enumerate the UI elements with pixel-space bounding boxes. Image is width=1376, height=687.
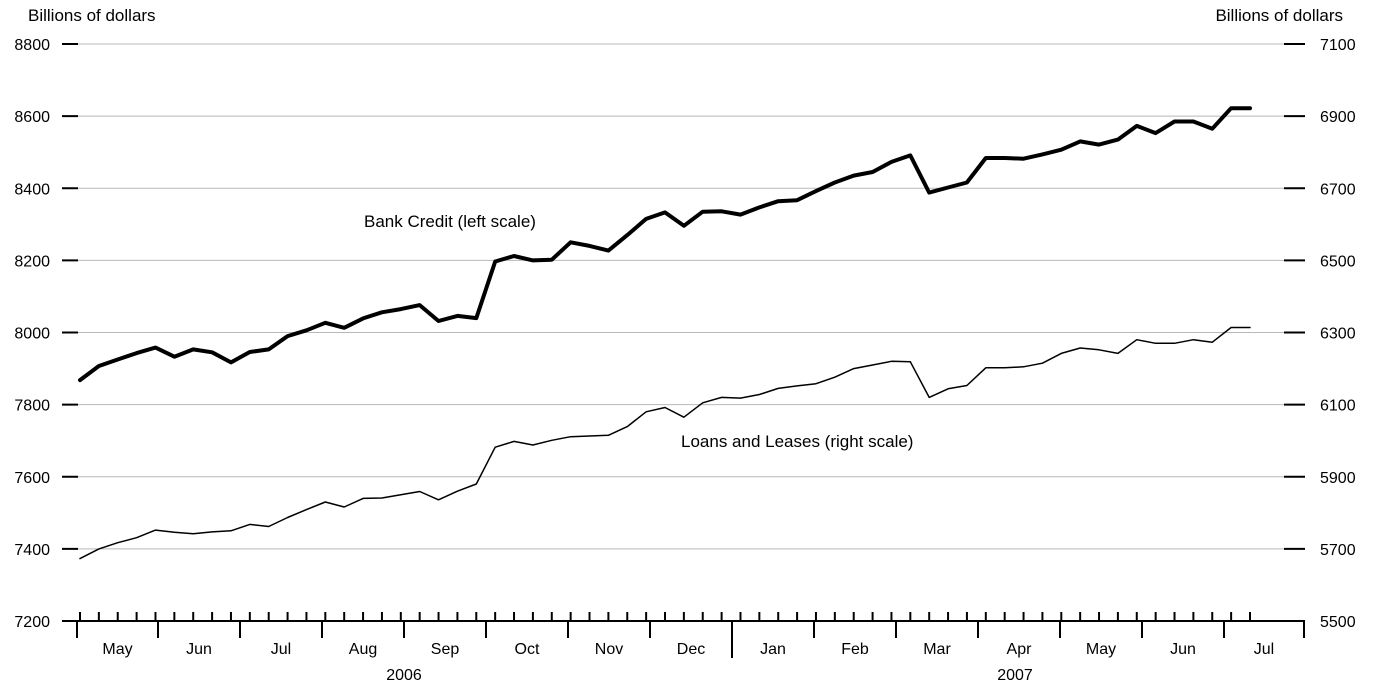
right-y-tick-label: 6900 (1320, 109, 1356, 126)
series-lines (78, 106, 1252, 560)
axis-labels: 8800 7100 8600 6900 8400 6700 8200 6500 8000 6300… (14, 37, 1355, 684)
x-month-label: Jun (186, 641, 212, 658)
x-month-label: Jul (1254, 641, 1274, 658)
x-month-label: Jan (760, 641, 786, 658)
left-y-tick-label: 7800 (14, 398, 50, 415)
bank-credit-annotation: Bank Credit (left scale) (364, 212, 536, 231)
right-y-tick-label: 6300 (1320, 326, 1356, 343)
x-year-label: 2007 (997, 667, 1033, 684)
left-y-tick-label: 8200 (14, 253, 50, 270)
left-y-tick-label: 8600 (14, 109, 50, 126)
right-y-tick-label: 5500 (1320, 614, 1356, 631)
x-month-label: Sep (431, 641, 460, 658)
left-y-tick-label: 8800 (14, 37, 50, 54)
right-y-tick-label: 5700 (1320, 542, 1356, 559)
right-y-tick-label: 6100 (1320, 398, 1356, 415)
left-y-tick-label: 8400 (14, 181, 50, 198)
x-month-label: Nov (595, 641, 623, 658)
bank-credit-line (78, 106, 1252, 383)
x-month-label: Oct (515, 641, 540, 658)
right-y-tick-label: 6700 (1320, 181, 1356, 198)
loans-leases-line (79, 326, 1251, 560)
left-axis-title: Billions of dollars (28, 6, 156, 25)
x-month-label: Feb (841, 641, 869, 658)
x-year-label: 2006 (386, 667, 422, 684)
axis-ticks (62, 43, 1305, 658)
x-month-label: May (102, 641, 132, 658)
x-month-label: May (1086, 641, 1116, 658)
right-y-tick-label: 7100 (1320, 37, 1356, 54)
x-month-label: Apr (1007, 641, 1033, 658)
x-month-label: Jul (271, 641, 291, 658)
left-y-tick-label: 7400 (14, 542, 50, 559)
annotations: Bank Credit (left scale) Loans and Leases… (364, 212, 913, 451)
right-y-tick-label: 5900 (1320, 470, 1356, 487)
x-month-label: Dec (677, 641, 705, 658)
gridlines (62, 43, 1305, 622)
x-month-label: Jun (1170, 641, 1196, 658)
right-axis-title: Billions of dollars (1215, 6, 1343, 25)
left-y-tick-label: 8000 (14, 326, 50, 343)
x-month-label: Aug (349, 641, 377, 658)
right-y-tick-label: 6500 (1320, 253, 1356, 270)
loans-leases-annotation: Loans and Leases (right scale) (681, 432, 913, 451)
x-month-label: Mar (923, 641, 951, 658)
left-y-tick-label: 7600 (14, 470, 50, 487)
left-y-tick-label: 7200 (14, 614, 50, 631)
